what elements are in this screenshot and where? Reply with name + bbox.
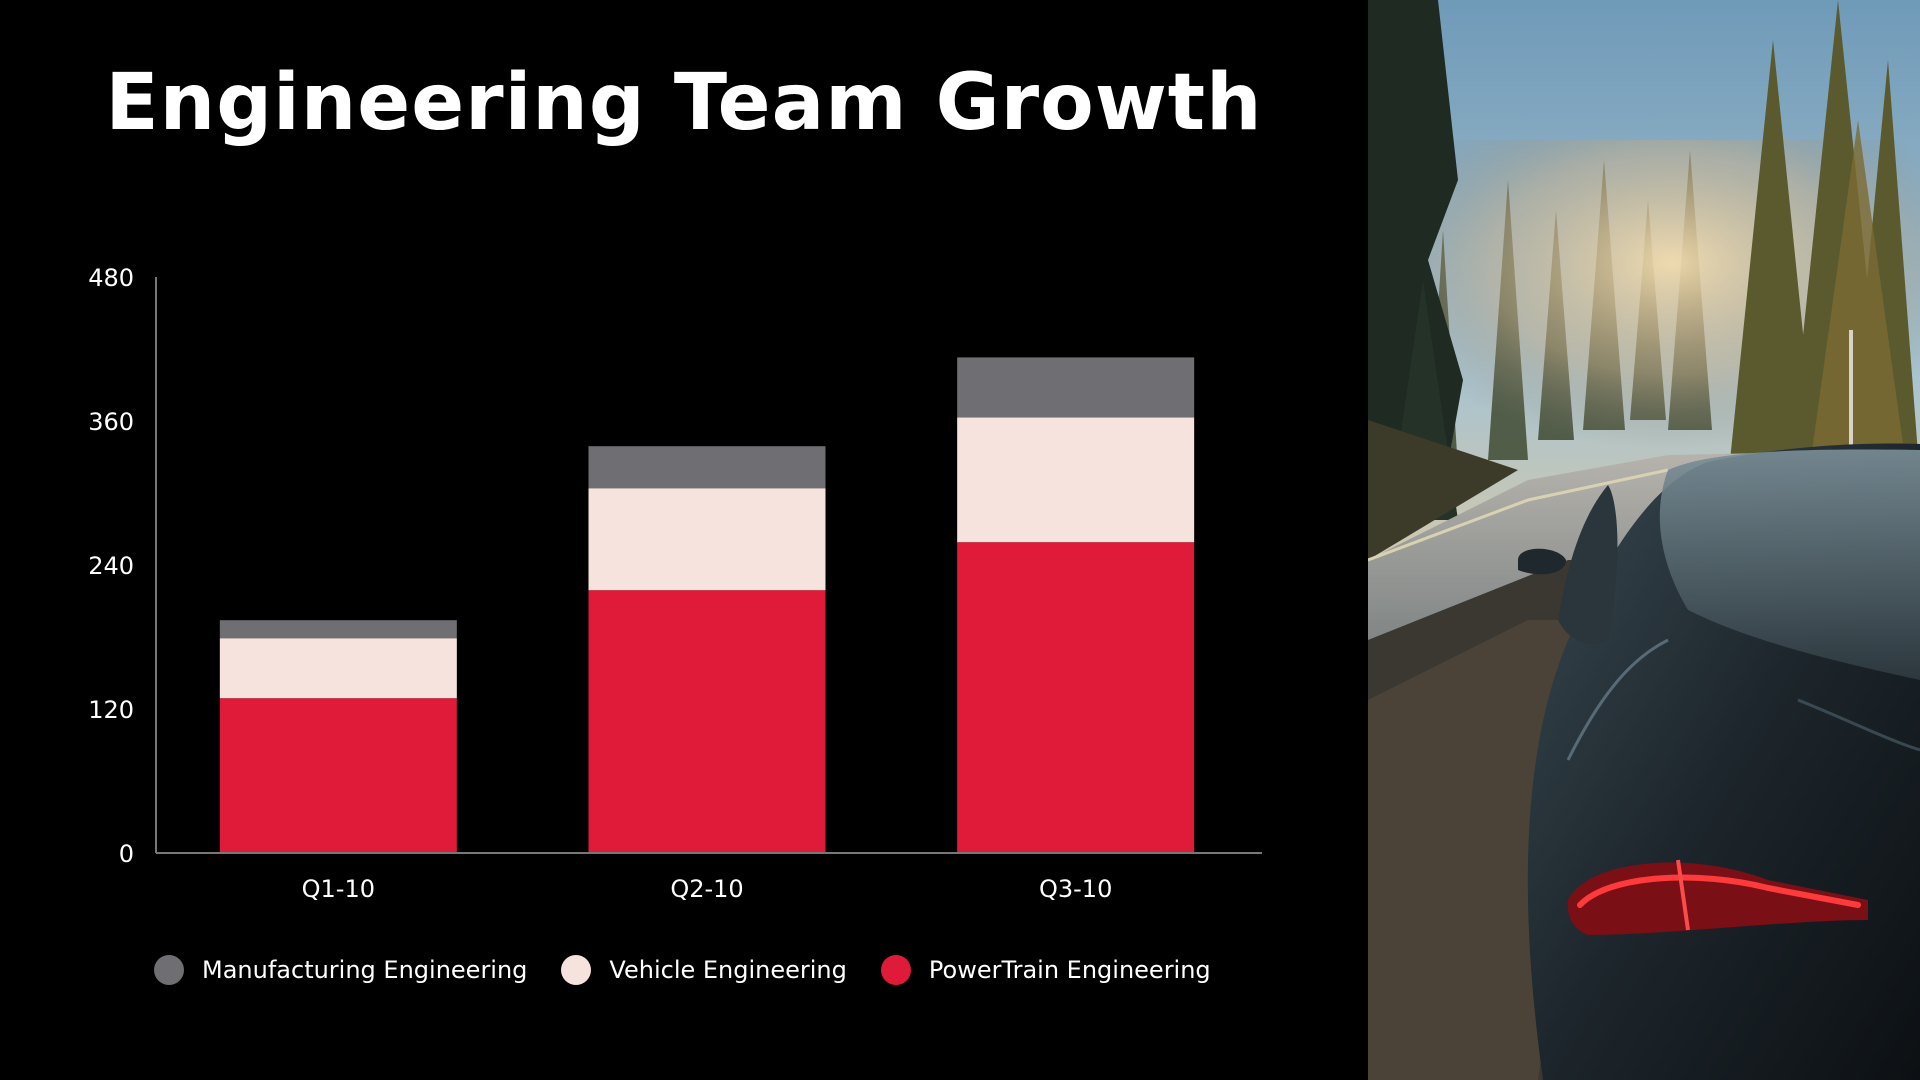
bar-segment-powertrain-engineering-q1-10	[219, 698, 457, 853]
bar-segment-powertrain-engineering-q3-10	[957, 542, 1195, 853]
legend-swatch-icon	[561, 955, 592, 985]
bar-segment-powertrain-engineering-q2-10	[588, 590, 826, 853]
y-tick-label: 240	[88, 552, 134, 580]
chart-title: Engineering Team Growth	[105, 58, 1263, 148]
legend-swatch-icon	[154, 955, 184, 985]
legend-label: PowerTrain Engineering	[928, 956, 1211, 984]
x-category-label: Q2-10	[670, 875, 743, 903]
y-tick-label: 480	[88, 264, 134, 292]
legend-item: Vehicle Engineering	[561, 955, 847, 985]
stacked-bar-chart: 0 120 240 360 480 Q1-10 Q2-10 Q3-10	[88, 264, 1262, 903]
bar-segment-vehicle-engineering-q2-10	[588, 488, 826, 591]
y-tick-labels: 0 120 240 360 480	[88, 264, 134, 868]
y-tick-label: 360	[88, 408, 134, 436]
bars-group	[219, 357, 1195, 853]
bar-segment-manufacturing-engineering-q3-10	[957, 357, 1195, 418]
bar-segment-manufacturing-engineering-q2-10	[588, 446, 826, 489]
bar-segment-vehicle-engineering-q1-10	[219, 638, 457, 699]
chart-legend: Manufacturing Engineering Vehicle Enginee…	[154, 955, 1211, 985]
legend-item: PowerTrain Engineering	[880, 955, 1211, 985]
y-tick-label: 0	[119, 840, 134, 868]
chart-panel: Engineering Team Growth 0 120 240 360 480 Q1…	[88, 58, 1263, 985]
forest-road-car-photo	[1368, 0, 1920, 1080]
legend-label: Vehicle Engineering	[609, 956, 847, 984]
bar-segment-vehicle-engineering-q3-10	[957, 417, 1195, 543]
x-category-label: Q1-10	[302, 875, 375, 903]
legend-label: Manufacturing Engineering	[202, 956, 528, 984]
x-category-labels: Q1-10 Q2-10 Q3-10	[302, 875, 1113, 903]
y-tick-label: 120	[88, 696, 134, 724]
bar-segment-manufacturing-engineering-q1-10	[219, 620, 457, 639]
legend-swatch-icon	[880, 955, 911, 985]
x-category-label: Q3-10	[1039, 875, 1112, 903]
legend-item: Manufacturing Engineering	[154, 955, 527, 985]
